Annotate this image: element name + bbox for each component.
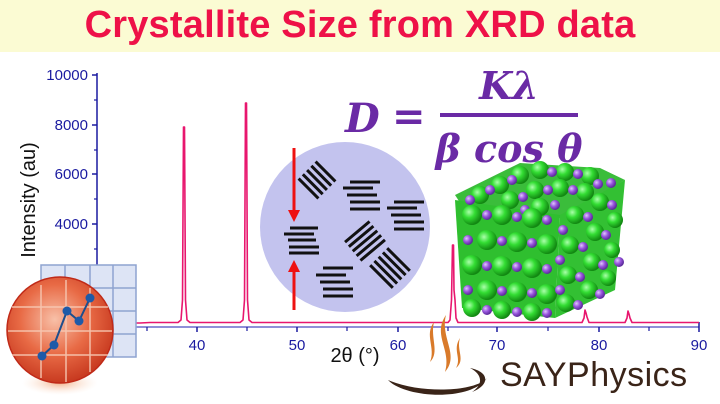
crystallite-tc [343, 180, 380, 211]
crystallite-c [344, 220, 386, 262]
y-tick-10000: 10000 [46, 67, 88, 84]
width-arrows [288, 148, 300, 310]
brand-name: SAYPhysics [500, 356, 688, 394]
y-tick-6000: 6000 [55, 166, 88, 183]
formula-numerator: Kλ [478, 63, 539, 108]
formula-denominator: β cos θ [434, 126, 584, 171]
x-tick-50: 50 [289, 337, 306, 354]
crystallite-tl [297, 160, 337, 200]
y-tick-8000: 8000 [55, 117, 88, 134]
crystallite-left [284, 226, 319, 255]
x-axis: 40 50 60 70 80 90 2θ (°) [97, 322, 707, 367]
crystallite-br [369, 247, 411, 289]
xrd-trace [97, 102, 699, 324]
formula-equals: = [392, 93, 426, 140]
x-tick-70: 70 [489, 337, 506, 354]
y-tick-4000: 4000 [55, 216, 88, 233]
x-tick-80: 80 [591, 337, 608, 354]
title-band [0, 0, 720, 52]
x-tick-40: 40 [189, 337, 206, 354]
x-axis-title: 2θ (°) [330, 345, 379, 367]
page-title: Crystallite Size from XRD data [84, 4, 636, 46]
y-axis-title: Intensity (au) [18, 142, 40, 258]
y-axis: 10000 8000 6000 4000 Intensity (au) [18, 67, 98, 326]
crystallite-r [387, 200, 424, 231]
lattice-atoms [462, 161, 624, 321]
formula-lhs: D [344, 95, 380, 142]
x-tick-90: 90 [691, 337, 708, 354]
crystallite-b [316, 266, 353, 298]
x-tick-60: 60 [390, 337, 407, 354]
